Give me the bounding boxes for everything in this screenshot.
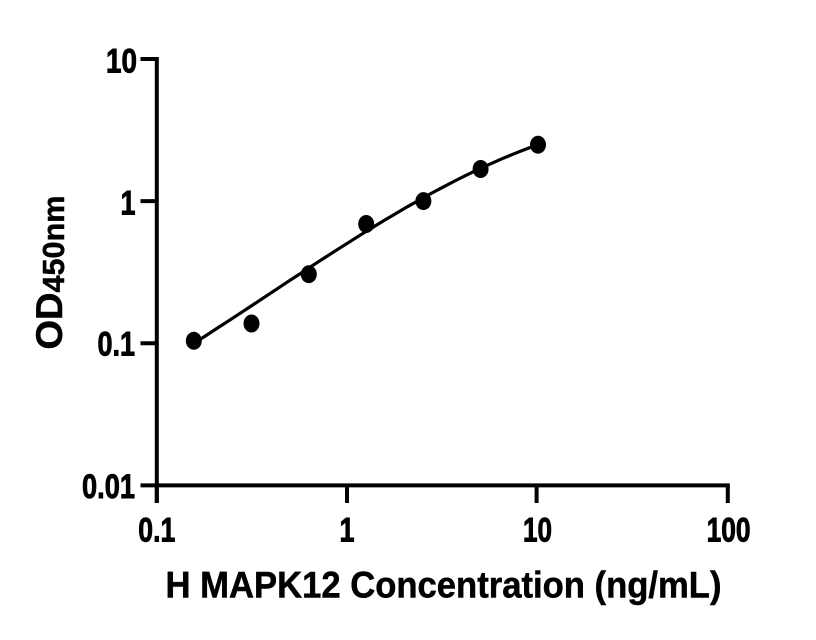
svg-text:10: 10 [523, 511, 552, 549]
svg-text:1: 1 [121, 184, 136, 222]
svg-text:0.1: 0.1 [138, 511, 175, 549]
svg-text:100: 100 [707, 511, 751, 549]
svg-text:1: 1 [340, 511, 355, 549]
svg-text:0.01: 0.01 [82, 468, 135, 506]
svg-text:OD450nm: OD450nm [29, 196, 71, 350]
svg-text:10: 10 [106, 42, 137, 80]
svg-text:0.1: 0.1 [98, 326, 136, 364]
svg-text:H MAPK12 Concentration (ng/mL): H MAPK12 Concentration (ng/mL) [166, 564, 722, 605]
